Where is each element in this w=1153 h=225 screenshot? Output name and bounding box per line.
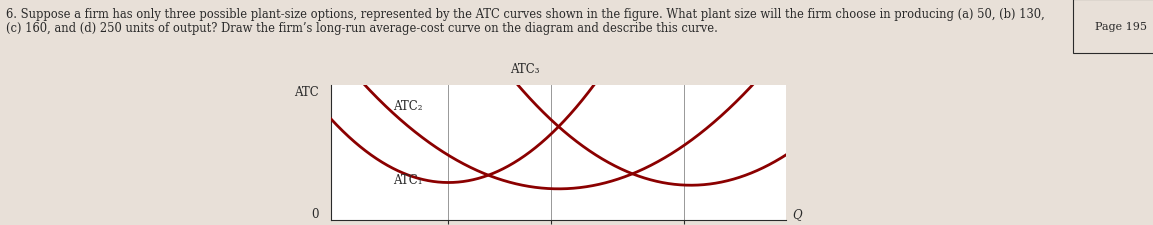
Text: ATC₃: ATC₃ bbox=[510, 63, 540, 76]
Text: 0: 0 bbox=[311, 207, 319, 220]
Text: Q: Q bbox=[792, 207, 801, 220]
Text: 6. Suppose a firm has only three possible plant-size options, represented by the: 6. Suppose a firm has only three possibl… bbox=[6, 8, 1045, 21]
Text: ATC₂: ATC₂ bbox=[393, 99, 422, 112]
Text: ATC₁: ATC₁ bbox=[393, 173, 422, 186]
Text: Page 195: Page 195 bbox=[1095, 22, 1147, 32]
Text: (c) 160, and (d) 250 units of output? Draw the firm’s long-run average-cost curv: (c) 160, and (d) 250 units of output? Dr… bbox=[6, 22, 718, 35]
Text: ATC: ATC bbox=[294, 86, 319, 99]
